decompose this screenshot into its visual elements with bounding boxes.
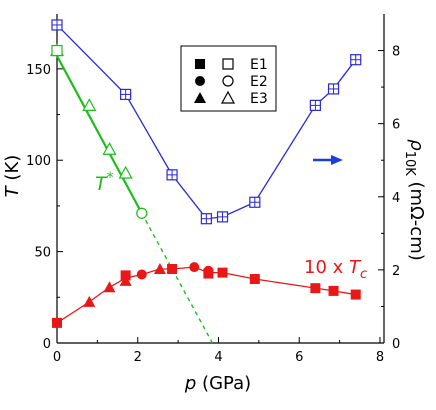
tc-label: 10 x Tc bbox=[304, 257, 367, 282]
tc_e1-point bbox=[350, 289, 361, 300]
tc_e1-point bbox=[217, 267, 228, 278]
tc-sub: c bbox=[360, 267, 367, 282]
legend-open-square bbox=[222, 58, 234, 70]
tc_e1-point bbox=[310, 283, 321, 294]
x-tick-label: 6 bbox=[295, 350, 303, 365]
y-right-tick-label: 4 bbox=[392, 191, 400, 206]
legend-label-e1: E1 bbox=[250, 57, 268, 73]
legend-open-circle bbox=[222, 75, 234, 87]
x-tick-label: 0 bbox=[53, 350, 61, 365]
right-axis-arrow bbox=[313, 155, 343, 165]
tc_e2-point bbox=[189, 262, 200, 273]
tc-prefix: 10 x bbox=[304, 257, 349, 278]
legend-filled-circle bbox=[195, 76, 205, 86]
tc_e3-point bbox=[119, 274, 132, 286]
tc-symbol: T bbox=[349, 257, 362, 278]
tstar-symbol: T bbox=[95, 173, 108, 195]
rho-point bbox=[200, 213, 212, 225]
tstar_e3-point bbox=[102, 142, 117, 155]
tc_e2-point bbox=[203, 265, 214, 276]
tstar-fit-line bbox=[56, 55, 143, 214]
y-right-sub: 10K bbox=[402, 151, 417, 177]
legend-label-e3: E3 bbox=[250, 91, 268, 107]
tc_e1-point bbox=[167, 263, 178, 274]
x-tick-label: 2 bbox=[134, 350, 142, 365]
tstar-extrapolation-line bbox=[141, 212, 214, 344]
y-left-tick-label: 0 bbox=[43, 337, 51, 352]
rho-point bbox=[249, 196, 261, 208]
tc_e1-point bbox=[52, 317, 62, 328]
y-right-unit: (mΩ-cm) bbox=[406, 181, 427, 260]
y-right-tick-label: 0 bbox=[392, 337, 400, 352]
x-tick-label: 4 bbox=[214, 350, 222, 365]
tc_e3-point bbox=[83, 295, 96, 307]
axis-titles: p (GPa) T (K) ρ10K (mΩ-cm) bbox=[2, 139, 427, 394]
rho-point bbox=[350, 54, 362, 66]
legend-open-triangle bbox=[220, 90, 236, 104]
rho-point bbox=[120, 88, 132, 101]
y-right-tick-label: 6 bbox=[392, 118, 400, 133]
tc_e1-point bbox=[249, 274, 260, 285]
tstar_e1-point bbox=[51, 44, 63, 57]
arrow-head bbox=[331, 155, 343, 165]
tc_e3-point bbox=[153, 262, 166, 274]
rho-point bbox=[166, 169, 178, 181]
y-right-tick-label: 2 bbox=[392, 264, 400, 279]
y-left-tick-label: 150 bbox=[26, 63, 51, 78]
tc_e2-point bbox=[136, 269, 147, 280]
tc_e3-point bbox=[103, 281, 116, 293]
rho-point bbox=[309, 99, 321, 111]
rho-point bbox=[216, 211, 229, 223]
y-right-symbol: ρ bbox=[406, 139, 427, 151]
y-left-tick-label: 50 bbox=[34, 246, 51, 261]
x-axis-symbol: p bbox=[184, 373, 196, 394]
tstar_e3-point bbox=[82, 98, 97, 111]
tstar_e3-point bbox=[118, 165, 133, 179]
rho-point bbox=[327, 83, 340, 95]
legend-filled-square bbox=[195, 59, 205, 69]
y-left-tick-label: 100 bbox=[26, 154, 51, 169]
plot-area bbox=[49, 19, 362, 344]
x-axis-unit: (GPa) bbox=[202, 373, 251, 394]
y-right-tick-label: 8 bbox=[392, 45, 400, 60]
legend-label-e2: E2 bbox=[250, 74, 268, 90]
tc_e1-point bbox=[328, 285, 339, 296]
x-tick-label: 8 bbox=[376, 350, 384, 365]
tc-line bbox=[56, 266, 356, 324]
legend-filled-triangle bbox=[194, 92, 206, 103]
tstar_e2-point bbox=[136, 207, 148, 219]
y-axis-right-title: ρ10K (mΩ-cm) bbox=[402, 139, 427, 261]
y-axis-left-title: T (K) bbox=[2, 155, 23, 198]
tstar-sup: * bbox=[107, 170, 114, 186]
tstar-label: T* bbox=[95, 170, 114, 195]
rho-point bbox=[51, 19, 63, 31]
y-left-unit: (K) bbox=[2, 155, 23, 181]
annotations: T* 10 x Tc bbox=[95, 155, 367, 282]
x-axis-title: p (GPa) bbox=[184, 373, 251, 394]
y-left-symbol: T bbox=[2, 184, 23, 197]
